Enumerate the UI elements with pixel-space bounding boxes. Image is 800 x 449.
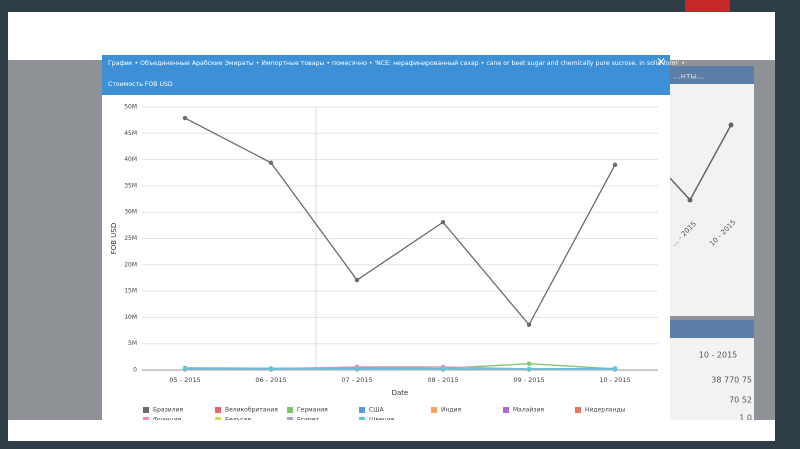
table-column: 10 - 2015 (699, 351, 738, 360)
y-tick-label: 25M (124, 235, 137, 242)
y-tick-label: 40M (124, 156, 137, 163)
x-tick-label: 09 - 2015 (513, 376, 544, 384)
footer-band (8, 420, 775, 441)
point (354, 277, 360, 283)
mini-point (687, 197, 693, 203)
x-tick-label: 10 - 2015 (599, 376, 630, 384)
legend-swatch (143, 407, 149, 413)
y-tick-label: 0 (133, 367, 137, 374)
legend-label: Нидерланды (585, 407, 626, 414)
mini-point (728, 122, 734, 128)
close-button[interactable]: × (656, 55, 666, 69)
point (526, 361, 532, 366)
table-cell: 1 0 (739, 414, 752, 423)
point (440, 366, 446, 372)
y-tick-label: 20M (124, 261, 137, 268)
y-tick-label: 50M (124, 104, 137, 111)
y-tick-label: 30M (124, 209, 137, 216)
panel-header (670, 66, 754, 84)
panel-title: ...нты... (673, 72, 704, 81)
point (182, 115, 188, 121)
modal-title: График • Объединенные Арабские Эмираты •… (108, 59, 685, 67)
modal (102, 55, 670, 425)
x-tick-label: 07 - 2015 (341, 376, 372, 384)
table-cell: 38 770 75 (711, 376, 752, 385)
y-tick-label: 45M (124, 130, 137, 137)
point (526, 366, 532, 372)
modal-title: Стоимость FOB USD (108, 81, 173, 88)
point (268, 366, 274, 372)
y-tick-label: 10M (124, 314, 137, 321)
point (440, 219, 446, 225)
x-tick-label: 06 - 2015 (255, 376, 286, 384)
point (612, 162, 618, 168)
point (182, 366, 188, 371)
y-tick-label: 35M (124, 182, 137, 189)
legend-label: США (369, 407, 385, 414)
point (526, 322, 532, 327)
modal-header (102, 55, 670, 95)
x-axis-label: Date (392, 389, 409, 397)
x-tick-label: 05 - 2015 (169, 376, 200, 384)
legend-label: Бразилия (153, 407, 183, 414)
point (268, 160, 274, 165)
point (612, 366, 618, 372)
legend-label: Малайзия (513, 407, 544, 414)
y-axis-label: FOB USD (110, 223, 118, 255)
x-tick-label: 08 - 2015 (427, 376, 458, 384)
legend-swatch (215, 407, 221, 413)
dashboard-panel (670, 66, 754, 316)
legend-swatch (287, 407, 293, 413)
y-tick-label: 15M (124, 288, 137, 295)
header-band (8, 12, 775, 60)
legend-swatch (359, 407, 365, 413)
series-line (184, 367, 615, 370)
accent (685, 0, 730, 12)
legend-label: Германия (297, 407, 328, 414)
table-header (670, 320, 754, 338)
y-tick-label: 5M (128, 340, 137, 347)
legend-label: Индия (441, 407, 461, 414)
legend-swatch (575, 407, 581, 413)
point (354, 366, 360, 372)
series-line (184, 117, 616, 326)
legend-swatch (503, 407, 509, 413)
legend-swatch (431, 407, 437, 413)
legend-label: Великобритания (225, 407, 278, 414)
table-cell: 70 52 (729, 396, 752, 405)
